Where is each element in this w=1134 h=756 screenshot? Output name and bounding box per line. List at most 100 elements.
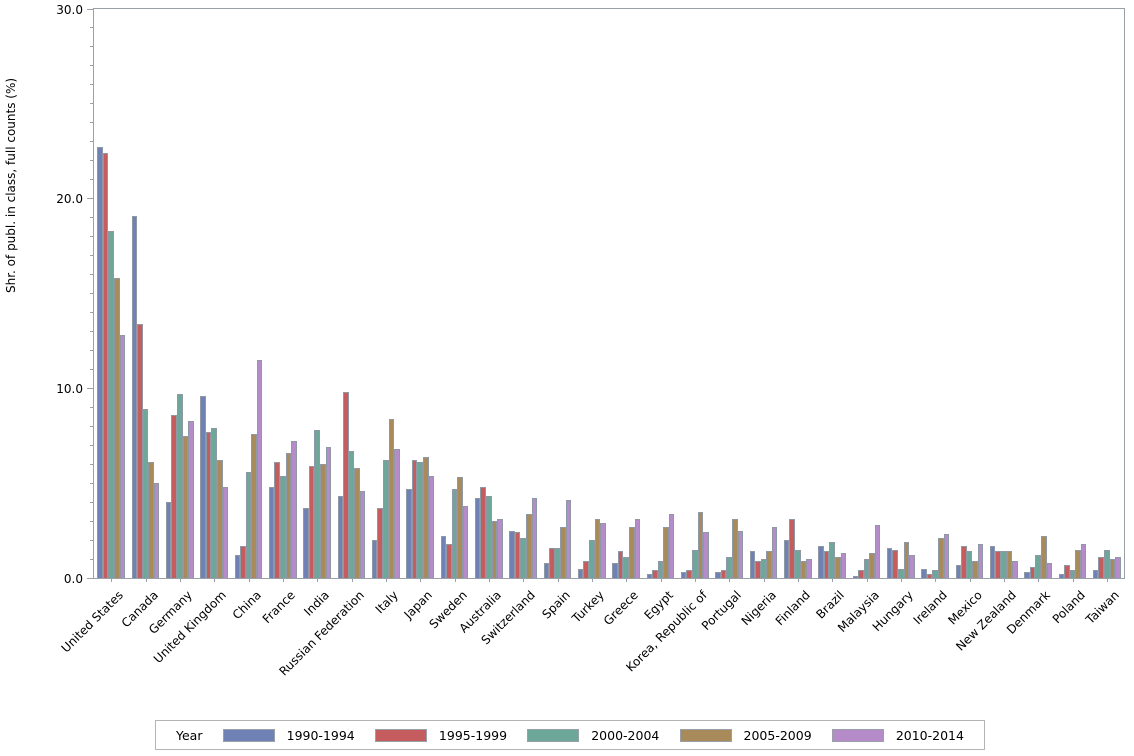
bar: [148, 462, 154, 578]
x-tick: [1038, 578, 1040, 582]
bar: [789, 519, 796, 578]
y-minor-tick: [90, 558, 94, 560]
x-tick: [557, 578, 559, 582]
bar: [886, 547, 893, 578]
bar: [926, 574, 933, 578]
bar: [319, 464, 326, 578]
legend-label: 1990-1994: [286, 727, 355, 743]
x-tick: [660, 578, 662, 582]
x-tick: [214, 578, 216, 582]
bar: [617, 551, 624, 578]
bar: [514, 532, 521, 578]
bar: [715, 572, 721, 578]
bar: [462, 505, 469, 578]
bar: [1075, 549, 1081, 578]
bar: [697, 511, 704, 578]
bar-group: [334, 392, 368, 578]
bar: [285, 452, 292, 578]
bar: [268, 486, 275, 578]
y-minor-tick: [90, 27, 94, 29]
bar: [137, 323, 143, 578]
bar: [216, 460, 223, 578]
bar-group: [300, 430, 334, 578]
legend-swatch: [374, 728, 427, 742]
x-category-label: Spain: [538, 588, 573, 622]
bar: [102, 153, 109, 578]
bar: [256, 359, 263, 578]
bar: [972, 560, 978, 578]
bar: [1012, 560, 1018, 578]
x-tick: [866, 578, 868, 582]
legend-label: 2000-2004: [591, 727, 660, 743]
x-tick: [900, 578, 902, 582]
bar: [97, 147, 103, 578]
x-category-label: United States: [58, 588, 127, 656]
bar: [628, 526, 635, 578]
bar: [234, 555, 241, 578]
bar: [668, 513, 675, 578]
bar: [755, 560, 761, 578]
bar: [646, 574, 653, 578]
bar-group: [712, 519, 746, 578]
bar-group: [506, 498, 540, 578]
bar: [388, 418, 395, 578]
x-category-label: Finland: [772, 588, 813, 629]
y-major-tick: [87, 198, 94, 200]
legend-item: 2000-2004: [527, 728, 659, 743]
legend-swatch: [831, 728, 884, 742]
bar: [406, 488, 412, 578]
y-tick-label: 10.0: [56, 381, 83, 396]
x-tick: [179, 578, 181, 582]
bar: [440, 536, 447, 578]
bar: [1069, 570, 1076, 578]
bar-group: [781, 519, 815, 578]
legend-label: 1995-1999: [438, 727, 508, 743]
bar: [869, 553, 875, 578]
y-minor-tick: [90, 179, 94, 181]
bar: [1058, 574, 1065, 578]
bar: [903, 541, 910, 578]
x-tick: [626, 578, 628, 582]
bar: [274, 462, 281, 578]
x-tick: [248, 578, 250, 582]
bar: [325, 447, 332, 578]
bar: [165, 502, 172, 578]
bar: [737, 530, 744, 578]
bar: [497, 519, 503, 578]
bar: [480, 486, 487, 578]
y-minor-tick: [90, 463, 94, 465]
bar: [1080, 543, 1087, 578]
x-tick: [969, 578, 971, 582]
bar: [898, 568, 904, 578]
bar: [600, 523, 606, 578]
x-category-label: Greece: [600, 588, 642, 629]
bar: [1115, 557, 1121, 578]
y-minor-tick: [90, 255, 94, 257]
bar-group: [1055, 543, 1089, 578]
x-tick: [1072, 578, 1074, 582]
x-tick: [1106, 578, 1108, 582]
bar: [1029, 566, 1036, 578]
legend-title: Year: [176, 727, 203, 743]
bar: [314, 430, 320, 578]
bar: [153, 483, 160, 578]
x-category-label: Nigeria: [738, 588, 779, 629]
bar: [657, 560, 664, 578]
y-minor-tick: [90, 330, 94, 332]
bar: [634, 519, 641, 578]
y-tick-label: 30.0: [56, 2, 83, 17]
bar: [594, 519, 601, 578]
bar: [394, 449, 400, 578]
bar-group: [266, 441, 300, 578]
bar: [245, 471, 252, 578]
y-minor-tick: [90, 520, 94, 522]
bar: [119, 335, 126, 578]
bar: [577, 568, 584, 578]
bar: [720, 570, 727, 578]
y-minor-tick: [90, 46, 94, 48]
bar: [108, 230, 114, 578]
y-minor-tick: [90, 65, 94, 67]
bar: [686, 570, 693, 578]
bar: [771, 526, 778, 578]
